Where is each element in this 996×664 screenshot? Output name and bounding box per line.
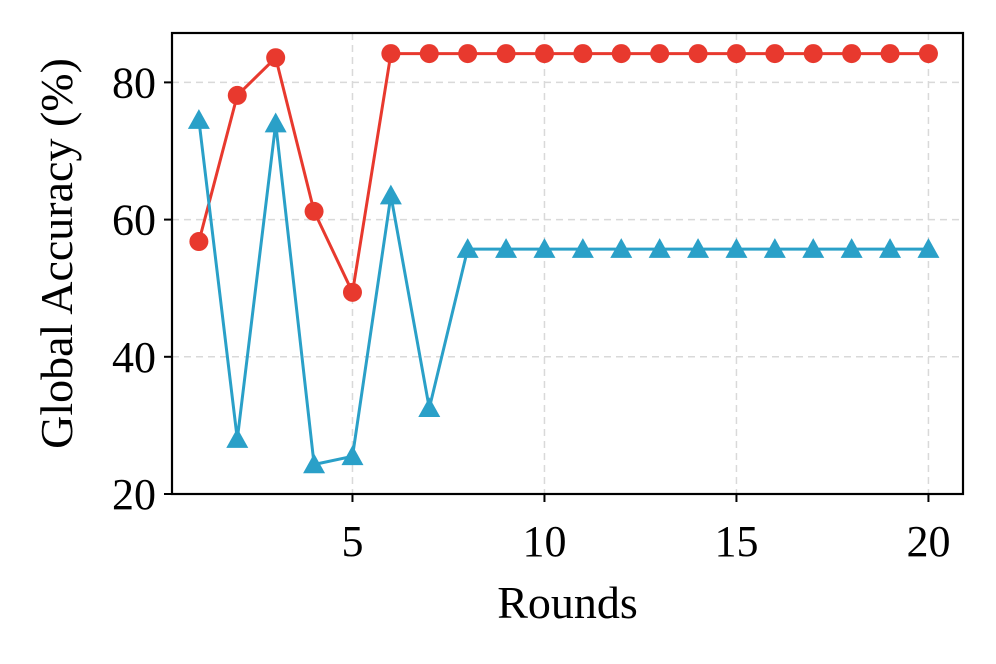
- data-point: [917, 238, 940, 258]
- data-point: [688, 44, 708, 64]
- x-tick-label: 10: [522, 517, 566, 566]
- data-point: [187, 109, 210, 129]
- data-point: [418, 397, 441, 418]
- data-point: [419, 44, 439, 64]
- x-tick-label: 20: [906, 517, 950, 566]
- data-point: [763, 238, 786, 258]
- y-axis-label: Global Accuracy (%): [31, 58, 82, 449]
- data-point: [573, 44, 593, 64]
- data-point: [456, 238, 479, 258]
- data-point: [533, 238, 556, 258]
- data-point: [687, 238, 710, 258]
- data-point: [458, 44, 478, 64]
- grid-lines: [172, 33, 963, 495]
- series-1: [189, 44, 938, 302]
- data-point: [534, 44, 554, 64]
- data-point: [611, 44, 631, 64]
- data-point: [725, 238, 748, 258]
- data-point: [879, 238, 902, 258]
- data-point: [610, 238, 633, 258]
- data-point: [726, 44, 746, 64]
- data-point: [341, 445, 364, 466]
- data-point: [264, 112, 287, 133]
- data-point: [765, 44, 785, 64]
- data-point: [381, 44, 401, 64]
- data-point: [496, 44, 516, 64]
- data-point: [226, 428, 249, 448]
- data-point: [571, 238, 594, 258]
- x-axis-label: Rounds: [497, 577, 638, 628]
- data-point: [266, 48, 286, 68]
- data-point: [495, 238, 518, 258]
- axis-ticks: 5 10 15 20 20 40 60 80: [112, 58, 950, 566]
- data-point: [650, 44, 670, 64]
- data-point: [803, 44, 823, 64]
- y-tick-label: 60: [112, 196, 156, 245]
- series-line: [197, 119, 929, 466]
- data-point: [840, 238, 863, 258]
- data-point: [842, 44, 862, 64]
- data-point: [303, 453, 326, 474]
- y-tick-label: 40: [112, 333, 156, 382]
- plot-frame: [170, 31, 965, 496]
- x-tick-label: 5: [341, 517, 363, 566]
- data-point: [304, 201, 324, 221]
- y-tick-label: 80: [112, 58, 156, 107]
- data-point: [648, 238, 671, 258]
- data-point: [342, 282, 362, 302]
- data-point: [189, 232, 209, 252]
- x-tick-label: 15: [714, 517, 758, 566]
- y-tick-label: 20: [112, 470, 156, 519]
- data-point: [802, 238, 825, 258]
- series-2: [187, 109, 940, 474]
- data-point: [227, 85, 247, 105]
- data-point: [918, 44, 938, 64]
- data-point: [880, 44, 900, 64]
- data-point: [379, 184, 402, 205]
- series-layer: [187, 44, 940, 474]
